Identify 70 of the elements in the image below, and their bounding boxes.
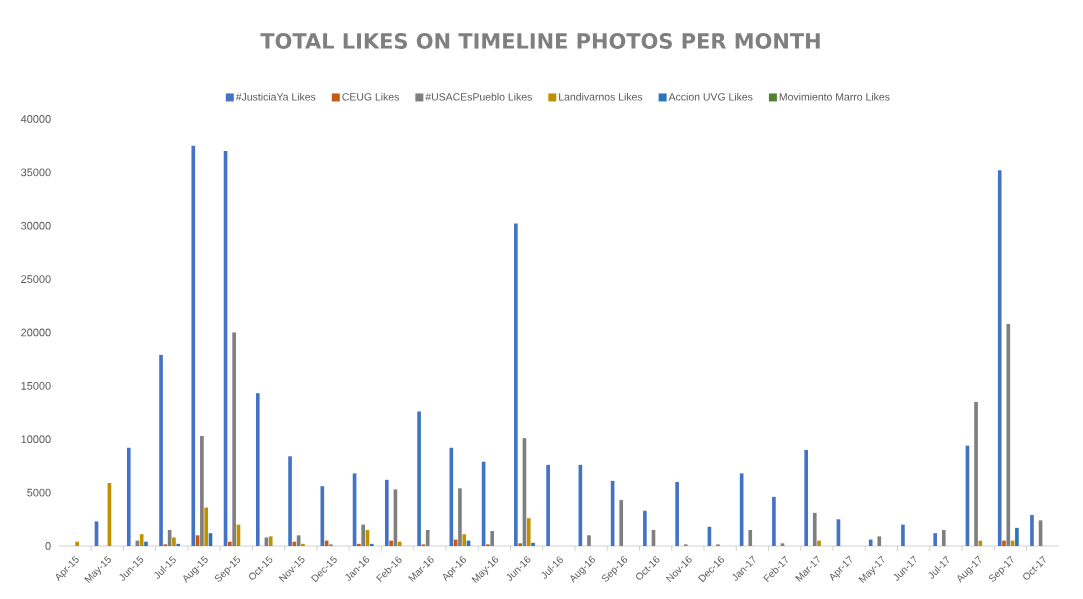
bar — [546, 464, 550, 546]
bar — [490, 531, 495, 546]
bar — [675, 481, 679, 546]
bar — [619, 500, 624, 546]
y-tick-label: 30000 — [21, 221, 51, 230]
legend-label: Accion UVG Likes — [668, 92, 753, 101]
bar — [357, 543, 361, 546]
legend-label: #JusticiaYa Likes — [235, 92, 316, 101]
bar — [941, 529, 946, 546]
bar — [877, 536, 882, 546]
y-tick-label: 5000 — [27, 488, 51, 497]
bar — [868, 539, 873, 546]
legend-label: #USACEsPueblo Likes — [425, 92, 532, 101]
bar — [425, 529, 430, 546]
bar — [974, 401, 978, 546]
bar — [268, 536, 273, 546]
bar — [587, 535, 591, 546]
y-tick-label: 10000 — [21, 435, 51, 444]
bar — [176, 543, 181, 546]
bar — [1002, 540, 1006, 546]
bar — [817, 540, 821, 546]
y-tick-label: 15000 — [21, 381, 51, 390]
bar — [159, 354, 163, 546]
bar — [526, 518, 531, 546]
bar — [385, 479, 389, 546]
bar — [812, 512, 817, 546]
bar — [320, 486, 325, 546]
legend-label: Movimiento Marro Likes — [779, 92, 890, 101]
bar — [389, 540, 393, 546]
bar — [126, 447, 131, 546]
bar — [643, 510, 647, 546]
bar — [232, 332, 236, 546]
bar — [397, 541, 402, 546]
y-tick-label: 0 — [45, 542, 51, 550]
bar — [462, 534, 467, 546]
bar — [172, 537, 176, 546]
bar — [933, 533, 938, 546]
bar — [901, 524, 905, 546]
bar — [1015, 527, 1019, 546]
bar — [301, 543, 305, 546]
bar — [1030, 515, 1034, 546]
legend-label: Landivarnos Likes — [559, 92, 643, 101]
y-tick-label: 40000 — [20, 115, 51, 123]
bar — [531, 542, 535, 546]
bar — [518, 543, 522, 546]
y-tick-label: 20000 — [21, 328, 51, 337]
bar — [204, 507, 209, 546]
y-tick-label: 25000 — [21, 275, 51, 283]
bar — [804, 449, 808, 546]
bar — [255, 393, 260, 546]
legend-label: CEUG Likes — [342, 92, 399, 101]
bar — [200, 436, 204, 546]
bar — [144, 541, 148, 546]
bar — [75, 541, 79, 546]
chart-title: TOTAL LIKES ON TIMELINE PHOTOS PER MONTH — [260, 33, 820, 49]
bar — [997, 170, 1002, 546]
bar — [228, 541, 232, 546]
bar — [191, 145, 196, 546]
bar — [458, 488, 462, 546]
bar — [139, 534, 144, 546]
bar — [748, 529, 753, 546]
y-tick-label: 35000 — [21, 168, 51, 177]
bar — [1006, 323, 1011, 546]
bar — [780, 543, 785, 546]
bar — [369, 543, 374, 546]
bar — [288, 456, 292, 546]
bar — [417, 411, 421, 546]
bar — [361, 524, 365, 546]
bar — [514, 223, 518, 546]
bar — [772, 496, 776, 546]
